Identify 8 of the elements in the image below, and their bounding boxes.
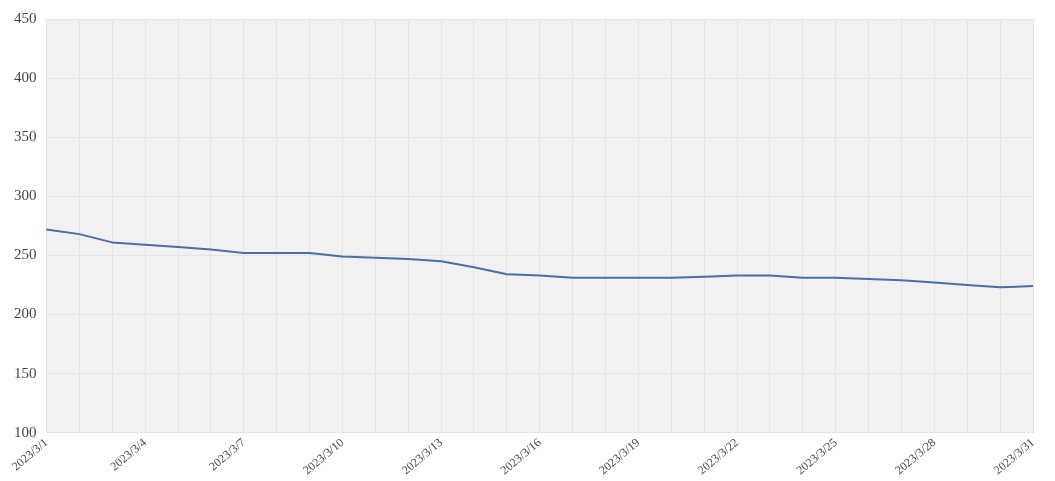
y-tick-label: 450 xyxy=(14,9,37,26)
y-tick-label: 150 xyxy=(14,364,37,381)
y-tick-label: 350 xyxy=(14,128,37,145)
y-tick-label: 100 xyxy=(14,423,37,440)
y-tick-label: 300 xyxy=(14,187,37,204)
y-tick-label: 400 xyxy=(14,69,37,86)
y-tick-label: 250 xyxy=(14,246,37,263)
y-tick-label: 200 xyxy=(14,305,37,322)
